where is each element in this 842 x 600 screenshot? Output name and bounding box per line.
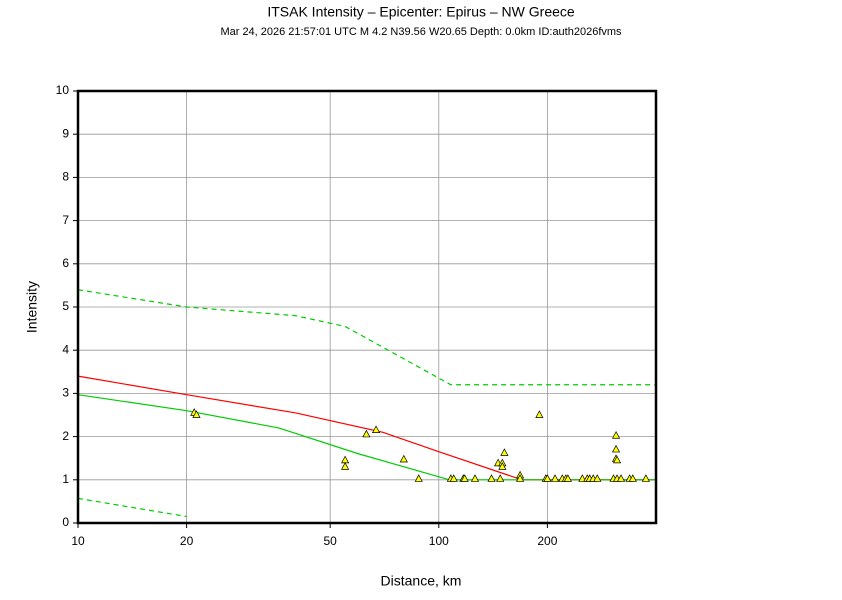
station-marker <box>498 462 507 470</box>
station-marker <box>362 429 371 438</box>
y-tick-label: 2 <box>62 429 69 443</box>
station-marker <box>578 474 587 482</box>
model-line <box>77 375 656 481</box>
x-tick-label: 50 <box>323 534 337 548</box>
x-tick-label: 100 <box>429 534 449 548</box>
x-tick-label: 20 <box>180 534 194 548</box>
station-marker <box>616 474 626 482</box>
y-tick-label: 3 <box>62 386 69 400</box>
station-marker <box>550 474 560 482</box>
station-marker <box>543 474 552 482</box>
station-marker <box>341 455 350 464</box>
x-tick-label: 10 <box>71 534 85 548</box>
y-tick-label: 4 <box>62 342 69 356</box>
station-marker <box>611 444 621 453</box>
station-marker <box>563 474 573 482</box>
station-marker <box>535 410 544 418</box>
station-marker <box>487 474 496 482</box>
plot-frame <box>76 89 658 525</box>
station-marker <box>500 448 509 456</box>
station-marker <box>628 474 637 482</box>
station-marker <box>515 474 525 482</box>
y-axis-label: Intensity <box>24 281 40 333</box>
model-line <box>77 289 656 386</box>
station-marker <box>341 462 350 470</box>
y-tick-label: 10 <box>56 83 70 97</box>
chart-title: ITSAK Intensity – Epicenter: Epirus – NW… <box>267 4 575 20</box>
y-tick-label: 6 <box>62 256 69 270</box>
y-tick-label: 7 <box>62 213 69 227</box>
station-marker <box>192 410 201 418</box>
station-marker <box>414 474 423 482</box>
station-marker <box>371 425 381 433</box>
y-tick-label: 9 <box>62 126 69 140</box>
station-marker <box>496 474 505 482</box>
model-line <box>77 394 656 481</box>
y-tick-label: 5 <box>62 299 69 313</box>
model-line <box>77 497 187 518</box>
station-marker <box>449 474 458 482</box>
y-tick-label: 1 <box>62 472 69 486</box>
station-marker <box>641 474 650 482</box>
chart-subtitle: Mar 24, 2026 21:57:01 UTC M 4.2 N39.56 W… <box>220 26 622 38</box>
x-axis-label: Distance, km <box>381 573 462 589</box>
station-marker <box>612 455 622 464</box>
y-tick-label: 0 <box>62 515 69 529</box>
station-marker <box>460 474 469 482</box>
station-marker <box>611 430 621 439</box>
station-marker <box>593 474 602 482</box>
station-marker <box>399 454 408 463</box>
station-marker <box>470 474 480 482</box>
x-tick-label: 200 <box>537 534 557 548</box>
y-tick-label: 8 <box>62 170 69 184</box>
